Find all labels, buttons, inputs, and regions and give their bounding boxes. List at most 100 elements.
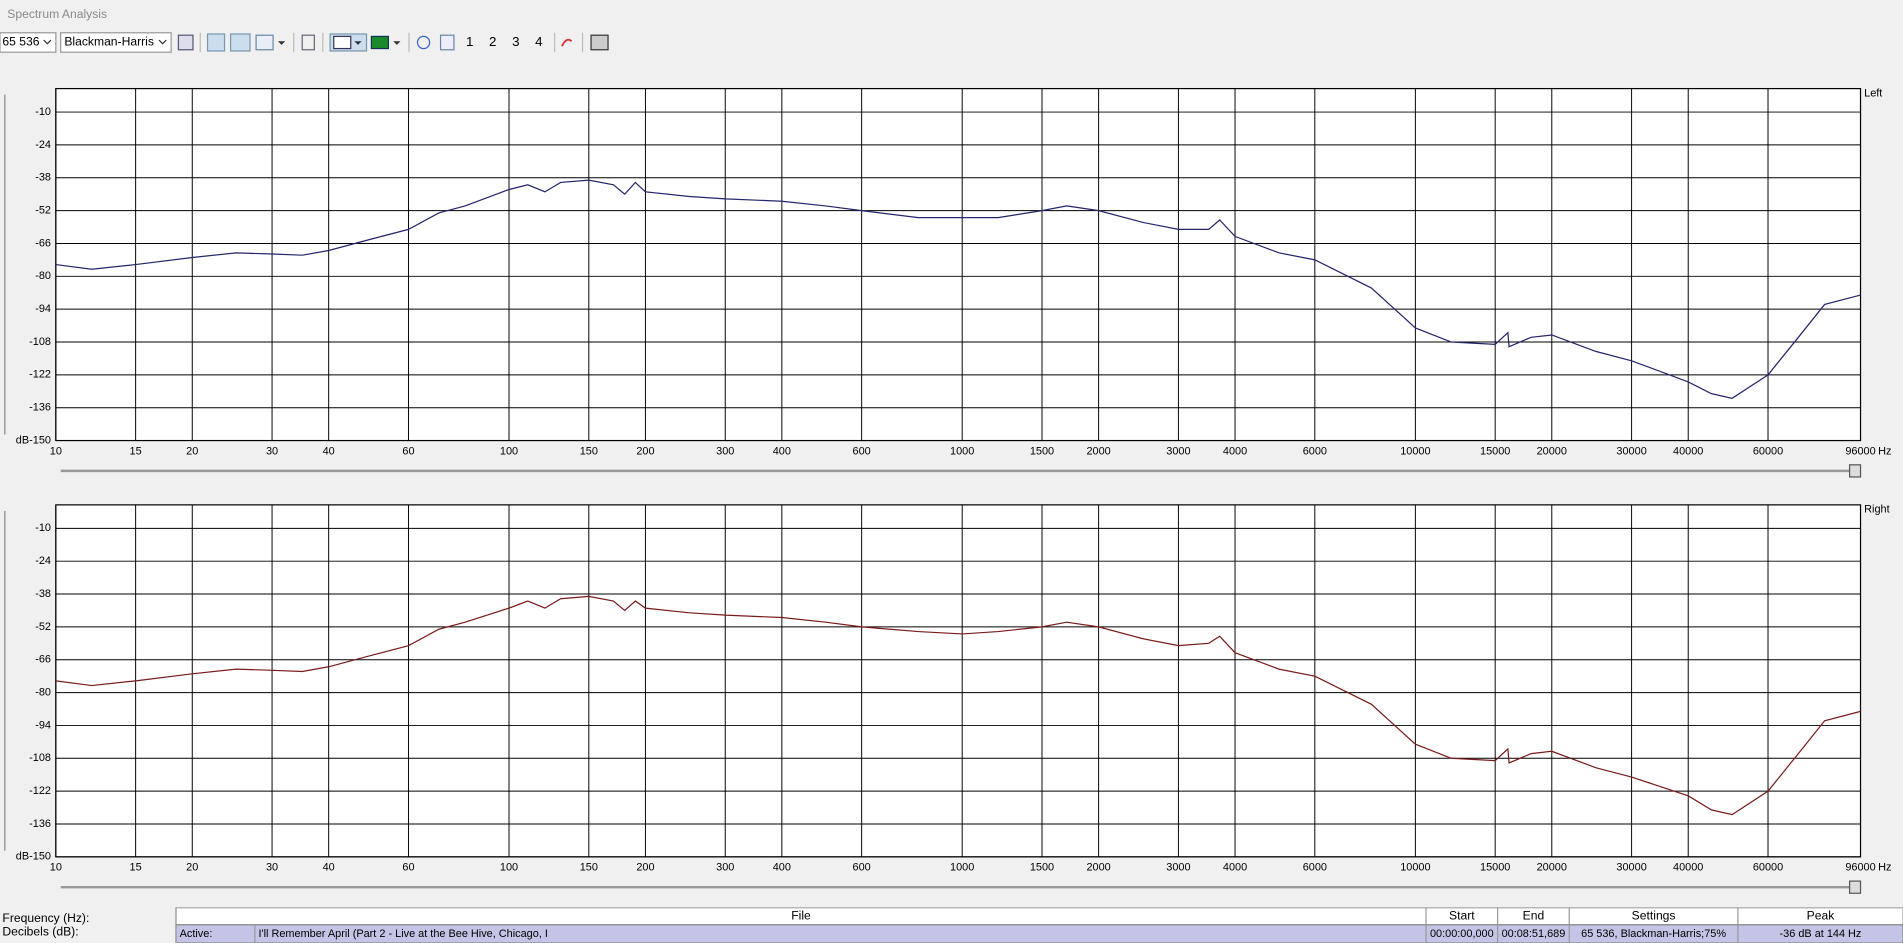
x-tick-label: 150	[580, 445, 598, 457]
x-tick-label: 15	[130, 445, 142, 457]
y-tick-label: -108	[29, 752, 51, 764]
y-tick-label: -122	[29, 785, 51, 797]
print-button[interactable]	[590, 34, 609, 51]
column-header: Start	[1449, 909, 1475, 923]
toolbar-button[interactable]	[439, 34, 455, 51]
x-tick-label: 10	[50, 445, 62, 457]
x-axis-unit: Hz	[1878, 862, 1891, 874]
x-tick-label: 4000	[1223, 862, 1247, 874]
y-tick-label: -38	[35, 588, 51, 600]
y-tick-label: -122	[29, 369, 51, 381]
x-tick-label: 30000	[1616, 445, 1646, 457]
snapshot-button[interactable]: 3	[512, 34, 519, 49]
y-tick-label: -136	[29, 818, 51, 830]
x-axis-unit: Hz	[1878, 445, 1891, 457]
y-tick-label: -38	[35, 172, 51, 184]
x-tick-label: 20000	[1537, 862, 1567, 874]
slider-thumb[interactable]	[1848, 880, 1862, 894]
x-tick-label: 60000	[1753, 445, 1783, 457]
toolbar-button[interactable]	[255, 34, 274, 51]
x-tick-label: 15	[130, 862, 142, 874]
y-tick-label: -10	[35, 522, 51, 534]
y-tick-label: -108	[29, 336, 51, 348]
status-cell: Active:	[180, 928, 213, 940]
x-tick-label: 200	[636, 862, 654, 874]
dropdown-arrow	[43, 39, 52, 45]
toolbar-button[interactable]	[416, 35, 431, 50]
y-tick-label: -94	[35, 303, 51, 315]
status-cell: -36 dB at 144 Hz	[1780, 928, 1862, 940]
x-tick-label: 15000	[1480, 862, 1510, 874]
y-tick-label: -80	[35, 686, 51, 698]
toolbar-button[interactable]	[206, 33, 226, 52]
plot-area	[55, 504, 1862, 858]
x-tick-label: 100	[500, 862, 518, 874]
y-tick-label: -52	[35, 621, 51, 633]
toolbar-button[interactable]	[229, 33, 251, 52]
x-tick-label: 60000	[1753, 862, 1783, 874]
y-tick-label: -24	[35, 139, 51, 151]
x-tick-label: 20	[186, 445, 198, 457]
status-label: Frequency (Hz):	[2, 911, 89, 925]
toolbar-button[interactable]	[561, 38, 573, 47]
x-tick-label: 1500	[1030, 862, 1054, 874]
y-tick-label: -10	[35, 106, 51, 118]
y-axis-unit: dB	[16, 851, 29, 863]
y-tick-label: -136	[29, 402, 51, 414]
window-function-select[interactable]	[60, 32, 172, 53]
column-header: Settings	[1632, 909, 1676, 923]
x-tick-label: 20000	[1537, 445, 1567, 457]
x-tick-label: 100	[500, 445, 518, 457]
x-tick-label: 3000	[1166, 445, 1190, 457]
x-tick-label: 30	[266, 862, 278, 874]
y-tick-label: -150	[29, 434, 51, 446]
x-tick-label: 600	[853, 862, 871, 874]
y-tick-label: -66	[35, 237, 51, 249]
dropdown-arrow	[393, 41, 401, 45]
x-tick-label: 10000	[1400, 445, 1430, 457]
channel-label: Right	[1864, 504, 1889, 516]
x-tick-label: 10000	[1400, 862, 1430, 874]
x-tick-label: 6000	[1303, 862, 1327, 874]
x-tick-label: 15000	[1480, 445, 1510, 457]
y-tick-label: -150	[29, 851, 51, 863]
snapshot-button[interactable]: 1	[466, 34, 473, 49]
dropdown-arrow	[158, 39, 167, 45]
fft-size-select[interactable]	[0, 32, 57, 53]
status-cell: I'll Remember April (Part 2 - Live at th…	[259, 928, 548, 940]
status-cell: 65 536, Blackman-Harris;75%	[1581, 928, 1726, 940]
status-cell: 00:00:00,000	[1430, 928, 1494, 940]
toolbar-button[interactable]	[177, 34, 194, 51]
x-tick-label: 300	[716, 445, 734, 457]
x-tick-label: 30	[266, 445, 278, 457]
y-tick-label: -66	[35, 654, 51, 666]
x-tick-label: 10	[50, 862, 62, 874]
snapshot-button[interactable]: 4	[535, 34, 543, 49]
x-tick-label: 60	[402, 862, 414, 874]
x-tick-label: 40	[323, 445, 335, 457]
status-cell: 00:08:51,689	[1502, 928, 1566, 940]
x-tick-label: 6000	[1303, 445, 1327, 457]
snapshot-button[interactable]: 2	[489, 34, 496, 49]
spectrum-line	[55, 595, 1861, 816]
y-axis-unit: dB	[16, 434, 29, 446]
x-tick-label: 4000	[1223, 445, 1247, 457]
x-tick-label: 400	[773, 862, 791, 874]
y-tick-label: -80	[35, 270, 51, 282]
x-tick-label: 1000	[950, 445, 974, 457]
column-header: File	[791, 909, 811, 923]
toolbar-button[interactable]	[301, 34, 315, 51]
column-header: End	[1523, 909, 1545, 923]
x-tick-label: 3000	[1166, 862, 1190, 874]
channel-label: Left	[1864, 87, 1882, 99]
slider-thumb[interactable]	[1848, 464, 1862, 478]
x-tick-label: 40	[323, 862, 335, 874]
status-label: Decibels (dB):	[2, 924, 78, 938]
x-tick-label: 150	[580, 862, 598, 874]
toolbar-button[interactable]	[370, 35, 389, 50]
x-tick-label: 40000	[1673, 445, 1703, 457]
fft-size: 65 536	[2, 35, 39, 49]
x-tick-label: 600	[853, 445, 871, 457]
